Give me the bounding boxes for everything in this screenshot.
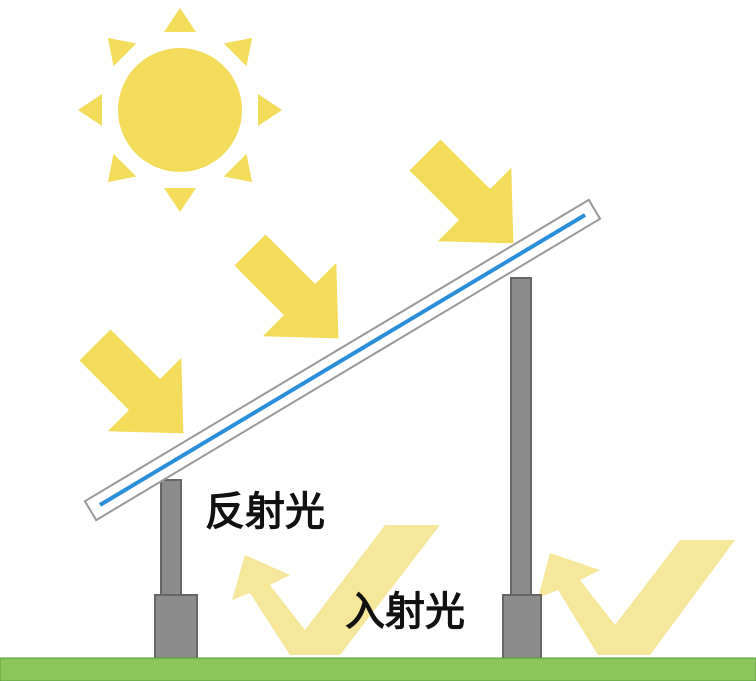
reflection-left (232, 525, 440, 655)
sun (78, 8, 282, 212)
posts (154, 277, 542, 661)
reflected-rays (232, 525, 735, 655)
reflection-right (538, 540, 735, 655)
post-base-left (154, 594, 198, 661)
post-right (510, 277, 532, 601)
sun-rays (78, 8, 282, 212)
post-left (160, 479, 182, 601)
solar-panel (83, 198, 602, 522)
label-incident: 入射光 (345, 589, 465, 635)
post-base-right (502, 594, 542, 661)
incident-arrows (58, 118, 551, 471)
ground (0, 657, 756, 681)
sun-disc (118, 48, 242, 172)
label-reflected: 反射光 (205, 489, 325, 535)
